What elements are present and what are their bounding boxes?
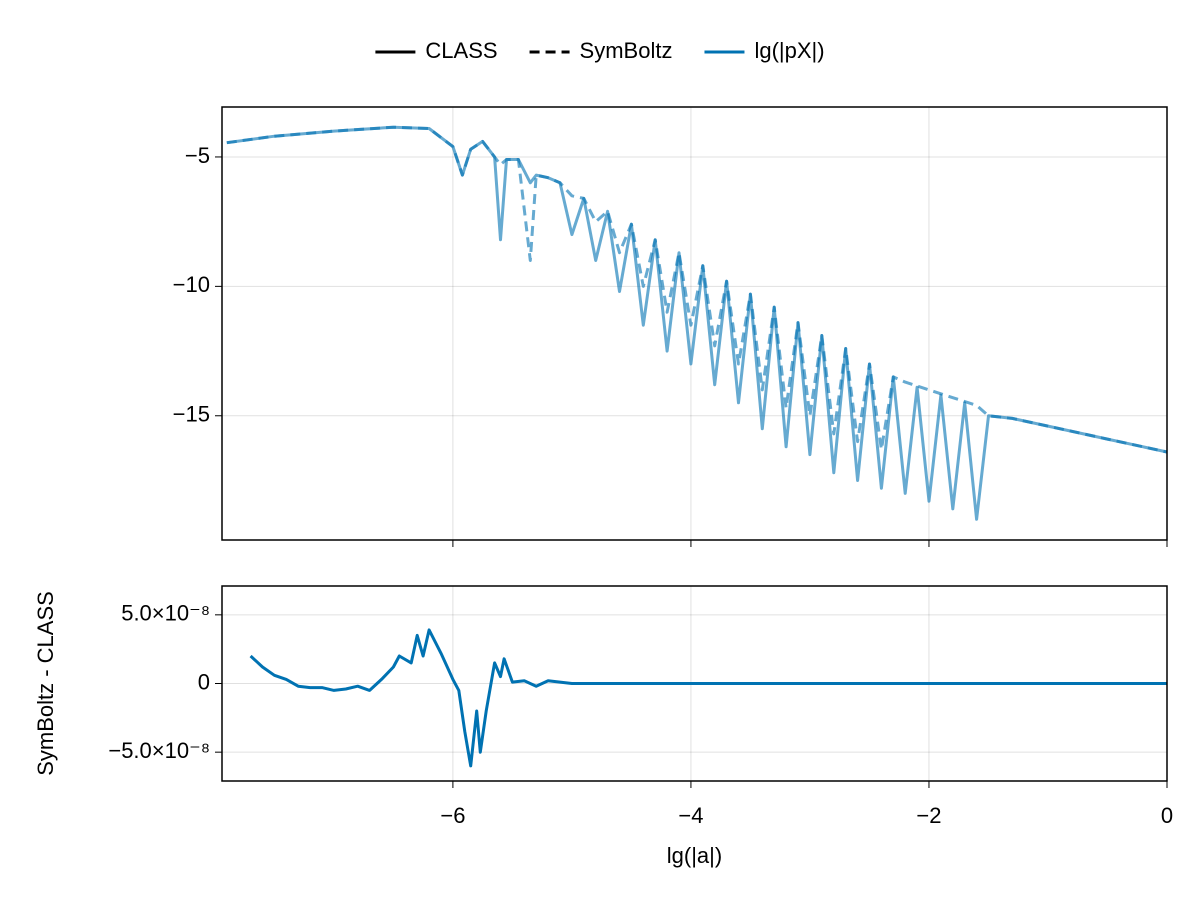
y-tick-label: −15	[173, 402, 210, 427]
y-axis-label: SymBoltz - CLASS	[33, 591, 58, 776]
legend-label: lg(|pX|)	[754, 38, 824, 63]
data-line	[249, 628, 1167, 768]
y-tick-label: 0	[198, 669, 210, 694]
x-tick-label: −2	[916, 803, 941, 828]
y-tick-label: −5.0×10⁻⁸	[108, 738, 210, 763]
x-tick-label: 0	[1161, 803, 1173, 828]
legend-label: CLASS	[425, 38, 497, 63]
y-tick-label: −10	[173, 272, 210, 297]
plot-frame	[221, 585, 1168, 782]
x-tick-label: −4	[678, 803, 703, 828]
plot-frame	[221, 106, 1168, 541]
data-line	[226, 125, 1168, 521]
x-axis-label: lg(|a|)	[667, 843, 722, 868]
y-tick-label: 5.0×10⁻⁸	[121, 601, 210, 626]
y-tick-label: −5	[185, 143, 210, 168]
x-tick-label: −6	[440, 803, 465, 828]
legend-label: SymBoltz	[580, 38, 673, 63]
data-line	[226, 125, 1168, 454]
